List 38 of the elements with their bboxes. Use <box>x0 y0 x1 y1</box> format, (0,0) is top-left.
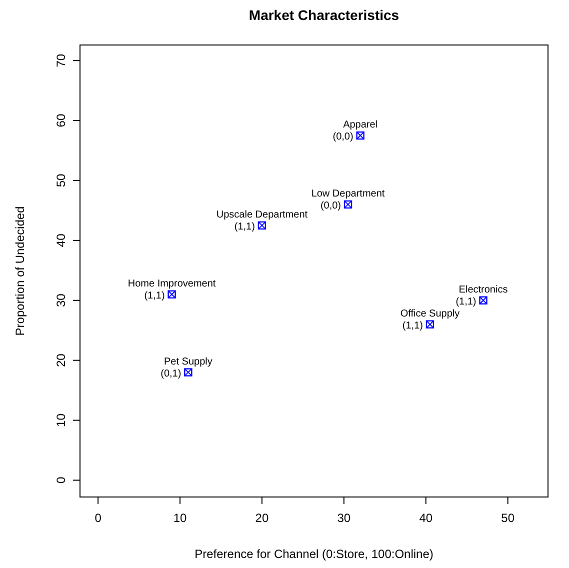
point <box>426 320 434 328</box>
x-tick-label: 10 <box>173 511 187 525</box>
y-tick-label: 40 <box>54 233 68 248</box>
point <box>479 296 488 304</box>
y-tick-label: 60 <box>54 114 68 128</box>
point <box>168 290 176 298</box>
annotation: (0,0) <box>332 132 354 143</box>
chart-title: Market Characteristics <box>248 7 400 23</box>
x-tick-label: 40 <box>419 511 433 525</box>
y-axis-title: Proportion of Undecided <box>13 206 27 336</box>
y-tick-label: 0 <box>54 476 68 484</box>
annotation: (1,1) <box>456 296 476 308</box>
x-tick-label: 50 <box>501 511 515 525</box>
y-tick-label: 30 <box>54 293 68 308</box>
annotation: (1,1) <box>234 221 255 232</box>
annotation: (1,1) <box>144 290 165 302</box>
x-tick-label: 0 <box>94 511 102 525</box>
y-tick-label: 10 <box>54 413 68 427</box>
y-tick-label: 20 <box>54 353 68 367</box>
annotation: Low Department <box>311 188 385 200</box>
point <box>344 200 352 209</box>
annotation: Upscale Department <box>216 209 308 220</box>
point <box>184 368 192 376</box>
annotation: Apparel <box>343 120 378 131</box>
point <box>356 131 364 140</box>
annotation: (0,1) <box>160 368 182 380</box>
x-tick-label: 30 <box>337 511 351 525</box>
point <box>258 221 266 230</box>
x-axis-title: Preference for Channel (0:Store, 100:Online) <box>194 547 434 561</box>
annotation: (1,1) <box>402 320 423 332</box>
y-tick-label: 50 <box>54 173 68 188</box>
annotation: Home Improvement <box>128 278 216 290</box>
annotation: (0,0) <box>320 200 342 212</box>
annotation: Electronics <box>458 284 508 296</box>
annotation: Office Supply <box>400 308 460 320</box>
annotation: Pet Supply <box>164 356 212 368</box>
x-tick-label: 20 <box>255 511 269 525</box>
y-tick-label: 70 <box>54 54 68 68</box>
